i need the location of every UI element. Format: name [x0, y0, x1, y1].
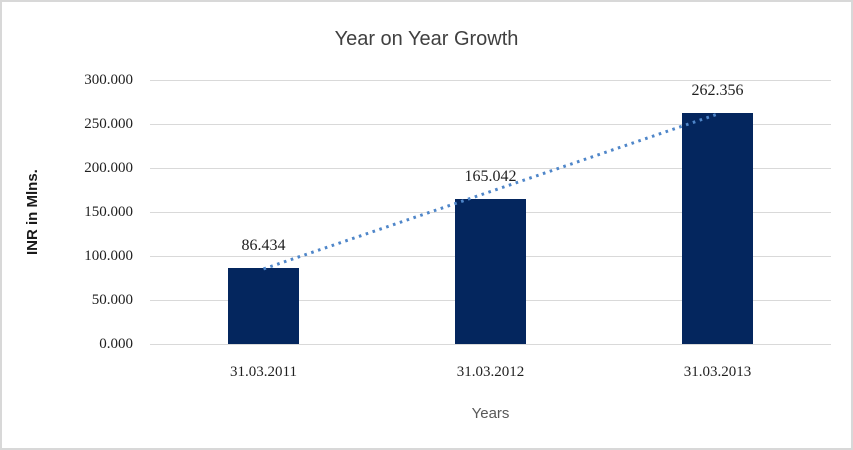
bar — [682, 113, 753, 344]
x-category-label: 31.03.2011 — [230, 364, 297, 380]
y-tick-label: 200.000 — [84, 160, 133, 176]
x-category-label: 31.03.2013 — [683, 364, 752, 380]
gridline — [150, 343, 831, 345]
y-tick-label: 100.000 — [84, 248, 133, 264]
bar — [228, 267, 299, 344]
y-tick-label: 150.000 — [84, 204, 133, 220]
bar-data-label: 262.356 — [691, 82, 744, 100]
chart-title: Year on Year Growth — [334, 28, 519, 50]
bar — [455, 198, 526, 344]
y-tick-label: 250.000 — [84, 116, 133, 132]
y-tick-label: 0.000 — [99, 336, 133, 352]
y-tick-label: 300.000 — [84, 72, 133, 88]
y-tick-label: 50.000 — [91, 292, 133, 308]
bar-data-label: 165.042 — [464, 167, 517, 185]
x-category-label: 31.03.2012 — [456, 364, 525, 380]
gridline — [150, 79, 831, 81]
bar-data-label: 86.434 — [241, 236, 286, 254]
x-axis-title: Years — [471, 405, 510, 422]
